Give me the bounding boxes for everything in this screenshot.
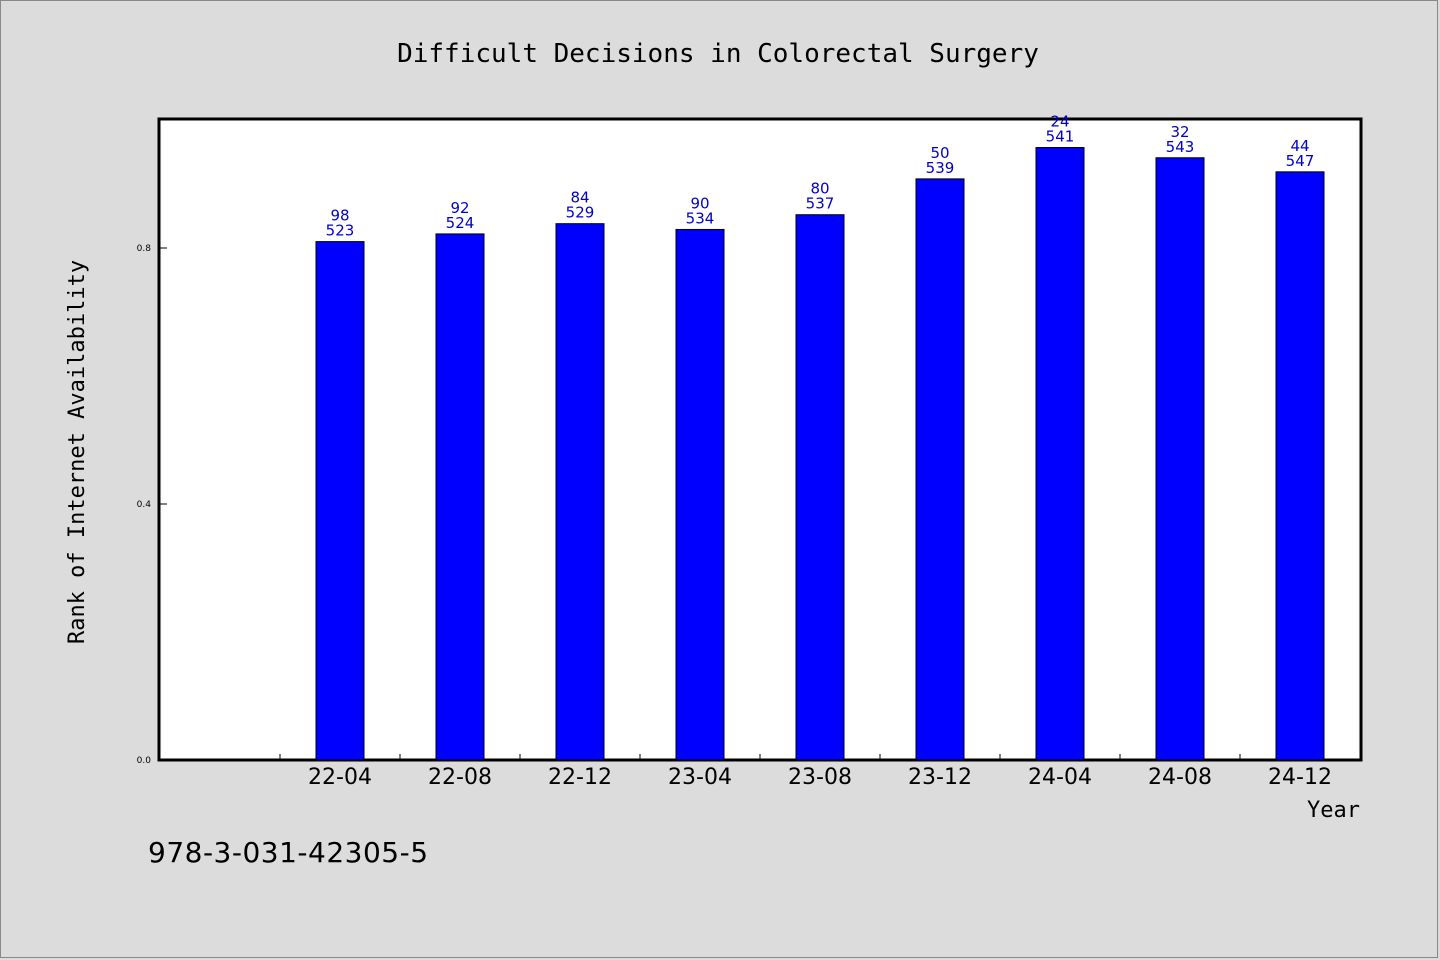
bar-label-bottom: 534	[686, 209, 715, 227]
chart-title: Difficult Decisions in Colorectal Surger…	[397, 39, 1039, 69]
bar	[315, 241, 365, 761]
bar-label-bottom: 537	[806, 195, 835, 213]
bar-label-top: 24	[1050, 113, 1069, 131]
bar-label-top: 80	[810, 180, 829, 198]
x-tick-label: 22-08	[428, 765, 492, 790]
x-tick-label: 24-04	[1028, 765, 1092, 790]
y-axis-label: Rank of Internet Availability	[65, 260, 90, 644]
y-axis-ticks: 0.0 0.4 0.8	[137, 244, 167, 766]
bar-label-bottom: 523	[326, 222, 355, 240]
bar-label-bottom: 539	[926, 159, 955, 177]
y-tick-label: 0.8	[137, 244, 152, 254]
bar-label-bottom: 529	[566, 204, 595, 222]
x-tick-label: 24-08	[1148, 765, 1212, 790]
bar-label-top: 32	[1170, 123, 1189, 141]
x-tick-label: 24-12	[1268, 765, 1332, 790]
x-tick-label: 23-04	[668, 765, 732, 790]
bar-label-top: 92	[450, 199, 469, 217]
bar-label-top: 50	[930, 144, 949, 162]
bar-label-bottom: 543	[1166, 138, 1195, 156]
bar	[1035, 147, 1085, 761]
y-tick-label: 0.4	[137, 500, 152, 510]
isbn-text: 978-3-031-42305-5	[148, 836, 429, 869]
bar-label-top: 84	[570, 189, 589, 207]
x-tick-label: 23-12	[908, 765, 972, 790]
bar-label-bottom: 541	[1046, 128, 1075, 146]
bar-label-top: 90	[690, 194, 709, 212]
bar	[1275, 171, 1325, 761]
x-axis-ticks: 22-04 22-08 22-12 23-04 23-08 23-12 24-04 24-08…	[279, 754, 1361, 790]
x-tick-label: 22-12	[548, 765, 612, 790]
bar-label-top: 44	[1290, 137, 1309, 155]
bar	[795, 214, 845, 761]
bar	[555, 223, 605, 761]
x-tick-label: 22-04	[308, 765, 372, 790]
bar	[675, 228, 725, 761]
bar	[435, 233, 485, 761]
x-tick-label: 23-08	[788, 765, 852, 790]
y-tick-label: 0.0	[137, 756, 152, 766]
bar-label-bottom: 547	[1286, 152, 1315, 170]
bar-label-top: 98	[330, 207, 349, 225]
bar-label-bottom: 524	[446, 214, 475, 232]
bar	[915, 178, 965, 761]
x-axis-label: Year	[1307, 798, 1360, 823]
bar	[1155, 157, 1205, 761]
